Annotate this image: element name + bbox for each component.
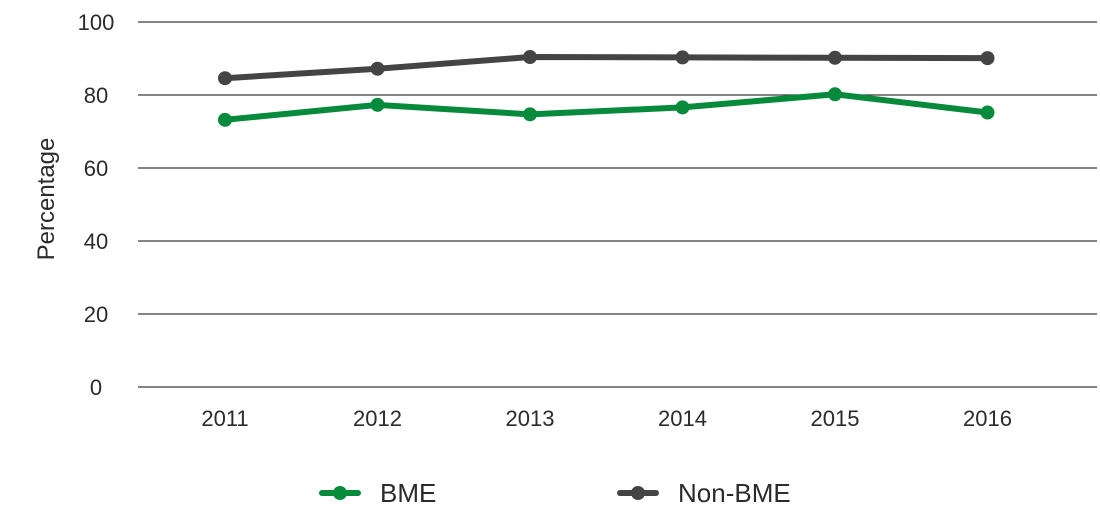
legend-label: BME bbox=[380, 478, 436, 508]
y-tick-label: 60 bbox=[84, 156, 108, 181]
series-lines bbox=[218, 50, 995, 127]
legend-swatch-marker bbox=[333, 486, 347, 500]
legend-label: Non-BME bbox=[678, 478, 791, 508]
data-point bbox=[980, 105, 995, 120]
y-axis-ticks: 0 20 40 60 80 100 bbox=[78, 10, 115, 400]
data-point bbox=[523, 107, 537, 122]
legend-swatch-marker bbox=[631, 486, 645, 500]
y-tick-label: 40 bbox=[84, 229, 108, 254]
data-point bbox=[523, 50, 537, 65]
data-point bbox=[370, 61, 385, 76]
legend-item: BME bbox=[319, 478, 436, 508]
y-tick-label: 20 bbox=[84, 302, 108, 327]
y-tick-label: 0 bbox=[90, 375, 102, 400]
series-line bbox=[222, 54, 991, 82]
data-point bbox=[218, 71, 232, 86]
legend-item: Non-BME bbox=[617, 478, 791, 508]
legend: BME Non-BME bbox=[319, 478, 791, 508]
x-tick-label: 2013 bbox=[506, 406, 555, 431]
series-bme bbox=[218, 87, 995, 127]
data-point bbox=[370, 97, 385, 112]
x-tick-label: 2014 bbox=[658, 406, 707, 431]
x-tick-label: 2011 bbox=[201, 406, 248, 431]
x-tick-label: 2012 bbox=[353, 406, 402, 431]
y-tick-label: 80 bbox=[84, 83, 108, 108]
y-axis-title: Percentage bbox=[33, 138, 60, 261]
data-point bbox=[828, 87, 842, 102]
series-line bbox=[222, 91, 991, 123]
x-axis-ticks: 2011 2012 2013 2014 2015 2016 bbox=[201, 406, 1012, 431]
data-point bbox=[980, 51, 995, 66]
gridlines bbox=[138, 21, 1097, 388]
data-point bbox=[675, 100, 690, 115]
data-point bbox=[828, 50, 842, 65]
series-non-bme bbox=[218, 50, 995, 86]
data-point bbox=[218, 112, 232, 127]
x-tick-label: 2015 bbox=[811, 406, 860, 431]
x-tick-label: 2016 bbox=[963, 406, 1012, 431]
data-point bbox=[675, 50, 690, 65]
y-tick-label: 100 bbox=[78, 10, 115, 35]
